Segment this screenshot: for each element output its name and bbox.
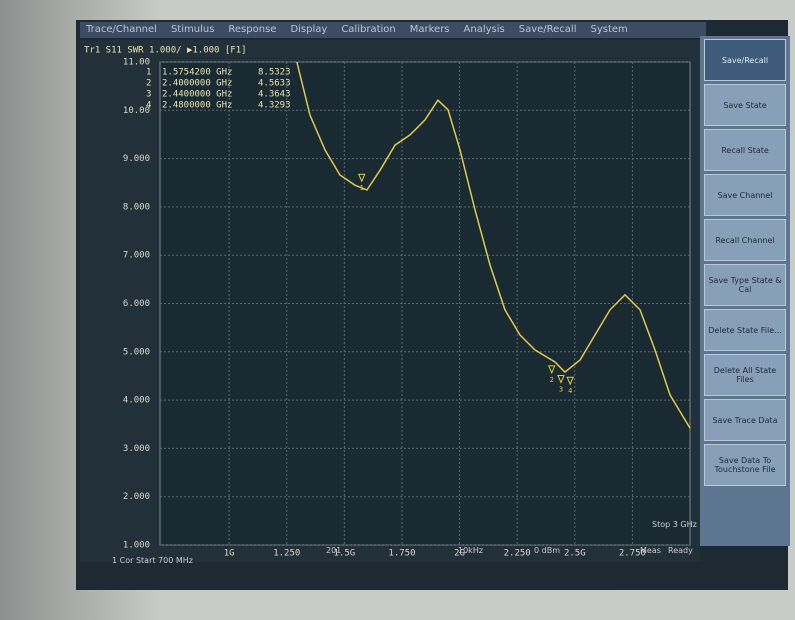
- marker-table-freq: 2.4800000 GHz: [162, 101, 232, 111]
- menu-item[interactable]: Trace/Channel: [86, 24, 157, 35]
- trace: [296, 61, 691, 429]
- marker-table-name: 4: [146, 101, 151, 111]
- menu-item[interactable]: Markers: [409, 24, 450, 35]
- power: 0 dBm: [534, 546, 560, 555]
- y-tick-label: 1.000: [123, 541, 150, 551]
- x-tick-label: 1.250: [273, 549, 300, 559]
- x-tick-label: 1.5G: [334, 549, 356, 559]
- points: 201: [326, 546, 342, 555]
- y-tick-label: 9.000: [123, 154, 150, 164]
- y-tick-label: 3.000: [123, 444, 150, 454]
- y-tick-label: 2.000: [123, 492, 150, 502]
- x-tick-label: 2G: [454, 549, 465, 559]
- softkey[interactable]: Delete All State Files: [704, 354, 786, 396]
- trace-readout: Tr1 S11 SWR 1.000/ ▶1.000 [F1]: [84, 46, 247, 56]
- x-tick-label: 2.5G: [564, 549, 586, 559]
- stop-label: Stop 3 GHz: [652, 520, 697, 529]
- softkey[interactable]: Save Type State & Cal: [704, 264, 786, 306]
- softkey[interactable]: Recall Channel: [704, 219, 786, 261]
- marker-table-value: 4.3643: [258, 90, 291, 100]
- marker-table-freq: 1.5754200 GHz: [162, 68, 232, 78]
- softkey[interactable]: Save/Recall: [704, 39, 786, 81]
- menu-item[interactable]: Save/Recall: [518, 24, 577, 35]
- marker: [557, 375, 565, 384]
- menu-item[interactable]: Analysis: [463, 24, 505, 35]
- menu-bar: Trace/Channel Stimulus Response Display Cali…: [80, 22, 706, 38]
- marker-table-freq: 2.4000000 GHz: [162, 79, 232, 89]
- marker: [566, 376, 574, 386]
- softkey[interactable]: Save Channel: [704, 174, 786, 216]
- x-tick-label: 1.750: [388, 549, 415, 559]
- softkey[interactable]: Save Data To Touchstone File: [704, 444, 786, 486]
- x-tick-label: 2.750: [619, 549, 646, 559]
- marker-table-freq: 2.4400000 GHz: [162, 90, 232, 100]
- start-label: 1 Cor Start 700 MHz: [112, 556, 193, 565]
- y-tick-label: 4.000: [123, 396, 150, 406]
- softkey[interactable]: Save Trace Data: [704, 399, 786, 441]
- y-tick-label: 10.00: [123, 106, 150, 116]
- y-tick-label: 6.000: [123, 299, 150, 309]
- menu-item[interactable]: Response: [228, 24, 277, 35]
- marker-number: 2: [550, 376, 554, 384]
- y-tick-label: 7.000: [123, 251, 150, 261]
- softkey[interactable]: Save State: [704, 84, 786, 126]
- softkey[interactable]: Recall State: [704, 129, 786, 171]
- meas-status: Meas: [640, 546, 661, 555]
- softkey[interactable]: Delete State File...: [704, 309, 786, 351]
- marker: [357, 173, 366, 183]
- softkey-panel: Save/Recall Save State Recall State Save Ch…: [700, 36, 790, 546]
- marker-table-value: 4.3293: [258, 101, 291, 111]
- marker-table-value: 8.5323: [258, 68, 291, 78]
- if-bandwidth: 10kHz: [458, 546, 484, 555]
- marker-table-name: 2: [146, 79, 151, 89]
- marker: [547, 365, 556, 375]
- ready-status: Ready: [668, 546, 693, 555]
- marker-number: 4: [568, 387, 572, 395]
- marker-table-name: 3: [146, 90, 151, 100]
- x-tick-label: 2.250: [504, 549, 531, 559]
- y-tick-label: 5.000: [123, 347, 150, 357]
- menu-item[interactable]: Calibration: [341, 24, 396, 35]
- x-tick-label: 1G: [224, 549, 235, 559]
- y-tick-label: 8.000: [123, 202, 150, 212]
- marker-number: 3: [559, 386, 563, 394]
- marker-table-value: 4.5633: [258, 79, 291, 89]
- menu-item[interactable]: System: [590, 24, 628, 35]
- y-tick-label: 11.00: [123, 58, 150, 68]
- menu-item[interactable]: Stimulus: [170, 24, 215, 35]
- marker-number: 1: [360, 184, 364, 192]
- marker-table-name: 1: [146, 68, 151, 78]
- menu-item[interactable]: Display: [290, 24, 328, 35]
